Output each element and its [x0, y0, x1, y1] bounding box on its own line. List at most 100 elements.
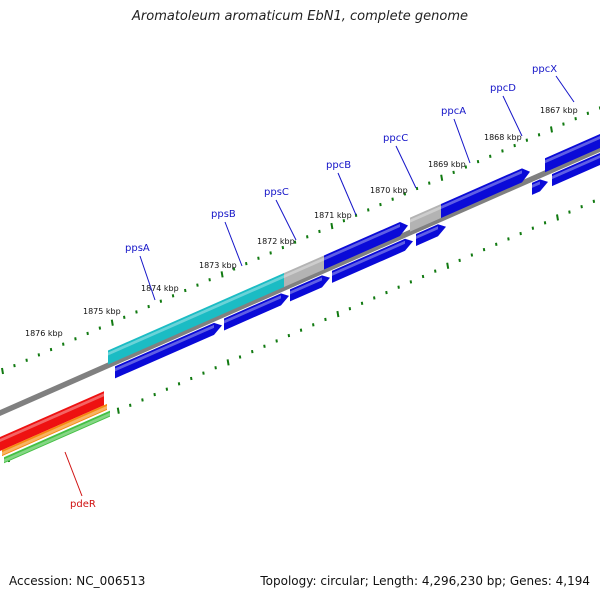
gene-ppcA-body: [441, 168, 530, 218]
minor-tick: [287, 333, 291, 338]
minor-tick: [476, 159, 480, 164]
minor-tick: [421, 274, 425, 279]
tick-label: 1868 kbp: [484, 133, 522, 142]
tick-label: 1867 kbp: [540, 106, 578, 115]
gene-label-ppcA: ppcA: [441, 106, 466, 117]
minor-tick: [531, 226, 535, 230]
minor-tick: [470, 253, 474, 257]
track-orange: [2, 403, 107, 457]
leader-line-ppcA: [453, 118, 471, 164]
track-orange-shine: [2, 405, 107, 456]
minor-tick: [293, 240, 297, 244]
minor-tick: [434, 269, 437, 273]
gene-ppcC: [410, 203, 441, 232]
gene-rev-5-body: [416, 224, 446, 246]
leader-line-ppsA: [139, 255, 156, 301]
gene-ppcA-shine: [441, 170, 522, 209]
gene-ppcD-body: [545, 134, 600, 173]
gene-rev-1-shine: [115, 324, 214, 372]
major-tick: [330, 222, 334, 230]
minor-tick: [190, 376, 193, 381]
minor-tick: [86, 331, 89, 336]
tick-label: 1873 kbp: [199, 261, 237, 270]
gene-rev-2: [224, 293, 289, 331]
minor-tick: [269, 251, 272, 255]
gene-ppsB-body: [217, 273, 284, 317]
gene-rev-3-shine: [290, 277, 322, 295]
minor-tick: [482, 247, 486, 252]
minor-tick: [562, 122, 565, 126]
tick-label: 1875 kbp: [83, 307, 121, 316]
gene-label-ppsA: ppsA: [125, 243, 150, 254]
track-red-body: [0, 391, 104, 451]
gene-rev-4-shine: [332, 240, 405, 276]
gene-rev-7-shine: [552, 155, 600, 180]
minor-tick: [525, 138, 529, 142]
gene-labels: ppsA ppsB ppsC ppcB ppcC ppcA ppcD ppcX pdeR: [64, 64, 575, 510]
gene-ppcA: [441, 168, 530, 218]
minor-tick: [360, 301, 364, 305]
minor-tick: [123, 315, 126, 319]
major-tick: [336, 310, 340, 318]
minor-tick: [263, 344, 266, 348]
tick-label: 1876 kbp: [25, 329, 63, 338]
gene-rev-7-body: [552, 153, 600, 187]
minor-tick: [574, 117, 577, 121]
major-tick: [446, 262, 450, 269]
minor-tick: [537, 133, 541, 137]
track-green-shine: [4, 412, 110, 463]
minor-tick: [141, 398, 144, 402]
minor-tick: [507, 237, 510, 241]
minor-tick: [208, 278, 211, 282]
minor-tick: [49, 347, 53, 352]
minor-tick: [171, 294, 175, 298]
minor-tick: [275, 339, 278, 343]
minor-tick: [159, 299, 163, 303]
minor-tick: [62, 342, 65, 346]
leader-line-ppcC: [395, 145, 417, 189]
tick-labels: 1876 kbp 1875 kbp 1874 kbp 1873 kbp 1872 kbp…: [25, 106, 578, 338]
genome-summary: Topology: circular; Length: 4,296,230 bp…: [260, 574, 590, 588]
leader-line-ppcB: [337, 172, 357, 216]
tick-label: 1872 kbp: [257, 237, 295, 246]
minor-tick: [513, 143, 516, 148]
minor-tick: [98, 326, 102, 330]
gene-rev-6-shine: [532, 181, 540, 188]
major-tick: [1, 367, 4, 375]
minor-tick: [202, 371, 205, 375]
minor-tick: [177, 382, 181, 386]
minor-tick: [251, 349, 254, 354]
minor-tick: [348, 307, 352, 311]
minor-tick: [281, 245, 285, 250]
minor-tick: [25, 358, 28, 362]
minor-tick: [196, 283, 199, 287]
minor-tick: [586, 111, 590, 116]
gene-rev-5: [416, 224, 446, 246]
gene-ppcC-body: [410, 203, 441, 232]
minor-tick: [397, 285, 400, 289]
gene-ppsA-shine: [108, 304, 217, 356]
major-tick: [220, 271, 224, 278]
minor-tick: [342, 219, 346, 223]
track-red-shine: [0, 393, 104, 442]
track-green: [4, 410, 110, 464]
minor-tick: [257, 256, 260, 260]
gene-ppsA-body: [108, 302, 217, 365]
gene-rev-3: [290, 275, 330, 302]
tick-label: 1874 kbp: [141, 284, 179, 293]
minor-tick: [324, 317, 327, 322]
minor-tick: [519, 231, 522, 236]
gene-label-ppcX: ppcX: [532, 64, 557, 75]
leader-line-ppcX: [555, 75, 575, 103]
minor-tick: [318, 229, 321, 234]
gene-ppsC: [284, 255, 324, 288]
gene-rev-3-body: [290, 275, 330, 302]
minor-tick: [74, 337, 77, 341]
reverse-strand-track: [115, 153, 600, 379]
minor-tick: [37, 353, 41, 357]
forward-strand-track: [108, 134, 600, 365]
gene-rev-4: [332, 238, 413, 283]
minor-tick: [580, 205, 583, 209]
gene-rev-6-body: [532, 179, 548, 195]
